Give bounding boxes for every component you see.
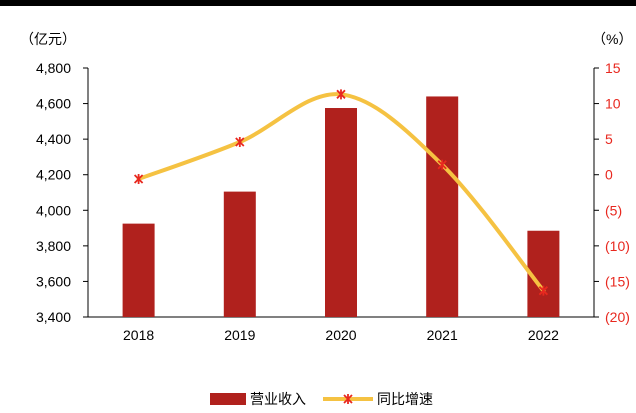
x-axis-tick-label: 2018	[123, 327, 154, 343]
right-axis-tick-label: (10)	[605, 238, 630, 254]
left-axis-tick-label: 3,600	[36, 273, 71, 289]
right-axis-tick-label: 0	[605, 167, 613, 183]
right-axis-tick-label: 10	[605, 96, 621, 112]
x-axis-tick-label: 2019	[224, 327, 255, 343]
line-marker	[437, 159, 447, 170]
left-axis-tick-label: 3,800	[36, 238, 71, 254]
right-axis: （%） (20) (15) (10) (5) 0 5 10 15	[592, 31, 632, 325]
left-axis-tick-label: 4,400	[36, 131, 71, 147]
line-marker	[133, 173, 144, 184]
left-axis-unit-label: （亿元）	[20, 31, 76, 47]
x-axis-tick-label: 2022	[528, 327, 559, 343]
left-axis-tick-label: 4,200	[36, 167, 71, 183]
line-series	[133, 89, 549, 296]
line-marker	[235, 136, 245, 147]
legend-line-label: 同比增速	[377, 391, 433, 407]
left-axis-tick-label: 4,000	[36, 202, 71, 218]
legend-line-marker	[343, 394, 353, 404]
right-axis-unit-label: （%）	[592, 31, 632, 47]
x-axis-tick-label: 2020	[325, 327, 356, 343]
legend-bar-swatch	[210, 393, 246, 405]
left-axis-tick-label: 4,800	[36, 60, 71, 76]
right-axis-tick-label: (20)	[605, 309, 630, 325]
bar	[325, 108, 357, 318]
top-rule	[0, 0, 636, 6]
bar	[223, 191, 256, 317]
line-marker	[538, 285, 549, 296]
left-axis-tick-label: 4,600	[36, 96, 71, 112]
right-axis-tick-label: (5)	[605, 202, 622, 218]
line-marker	[336, 89, 346, 100]
right-axis-tick-label: (15)	[605, 273, 630, 289]
growth-line	[136, 92, 546, 293]
x-axis: 2018 2019 2020 2021 2022	[88, 316, 594, 343]
bar	[426, 96, 459, 317]
legend-bar-label: 营业收入	[250, 391, 306, 407]
left-axis: （亿元） 3,400 3,600 3,800 4,000 4,200 4,400 4,600 4…	[20, 31, 89, 325]
bar-series	[122, 96, 560, 318]
right-axis-tick-label: 5	[605, 131, 613, 147]
right-axis-tick-label: 15	[605, 60, 621, 76]
bar	[122, 223, 155, 317]
left-axis-tick-label: 3,400	[36, 309, 71, 325]
legend: 营业收入 同比增速	[210, 391, 433, 407]
x-axis-tick-label: 2021	[427, 327, 458, 343]
